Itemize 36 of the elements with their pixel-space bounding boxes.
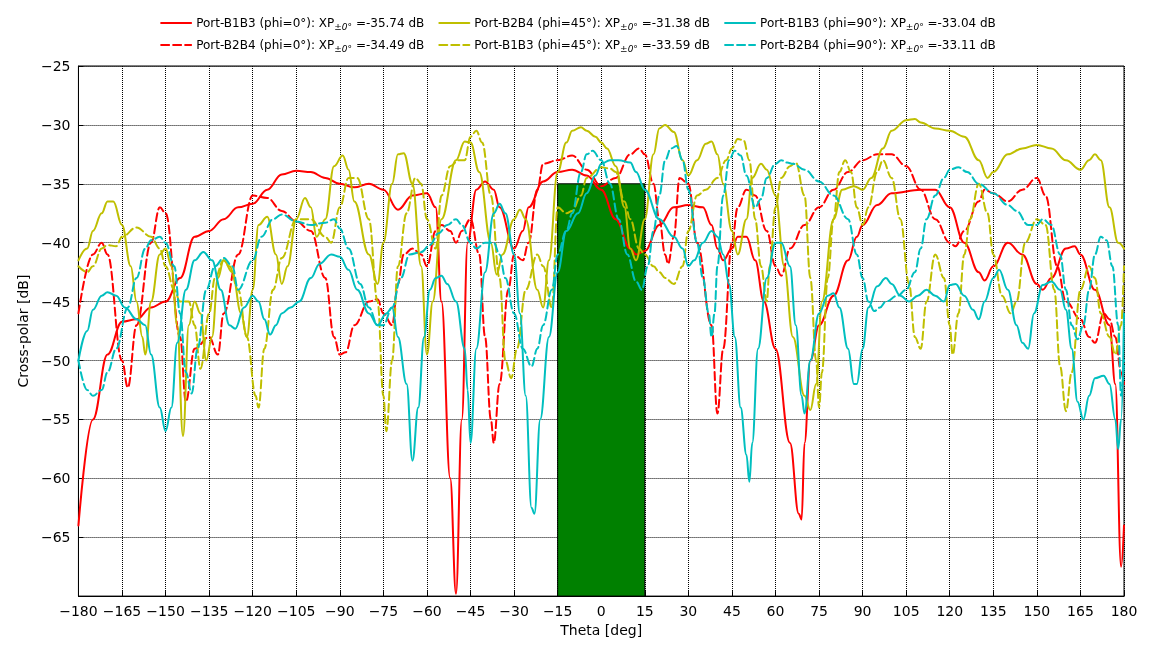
x-tick-label: 0 bbox=[596, 603, 606, 620]
x-tick-label: 90 bbox=[853, 603, 872, 620]
x-tick-label: −165 bbox=[102, 603, 142, 620]
y-tick-label: −55 bbox=[40, 411, 71, 428]
y-tick-label: −65 bbox=[40, 529, 71, 546]
x-tick-label: 15 bbox=[635, 603, 654, 620]
x-tick-label: 135 bbox=[979, 603, 1007, 620]
x-tick-label: 60 bbox=[766, 603, 785, 620]
x-tick-label: −60 bbox=[412, 603, 442, 620]
x-tick-label: −75 bbox=[368, 603, 399, 620]
y-tick-label: −45 bbox=[40, 293, 71, 310]
y-tick-label: −40 bbox=[40, 234, 71, 251]
x-tick-label: −90 bbox=[325, 603, 355, 620]
x-tick-label: −135 bbox=[189, 603, 229, 620]
y-tick-label: −60 bbox=[40, 470, 71, 487]
x-tick-label: −15 bbox=[542, 603, 573, 620]
x-tick-label: 45 bbox=[723, 603, 741, 620]
x-tick-label: −180 bbox=[59, 603, 98, 620]
x-tick-label: 30 bbox=[679, 603, 698, 620]
x-tick-label: −105 bbox=[277, 603, 316, 620]
x-tick-label: 180 bbox=[1110, 603, 1138, 620]
x-tick-label: −30 bbox=[499, 603, 529, 620]
y-tick-label: −25 bbox=[40, 58, 71, 74]
x-tick-label: −45 bbox=[455, 603, 486, 620]
y-tick-label: −30 bbox=[40, 116, 71, 133]
x-tick-label: 150 bbox=[1023, 603, 1051, 620]
y-tick-label: −35 bbox=[40, 175, 71, 192]
x-tick-label: 105 bbox=[892, 603, 920, 620]
x-axis-title: Theta [deg] bbox=[559, 622, 643, 638]
y-axis-title: Cross-polar [dB] bbox=[15, 274, 31, 388]
x-tick-label: −150 bbox=[146, 603, 185, 620]
x-tick-label: −120 bbox=[233, 603, 272, 620]
x-tick-label: 120 bbox=[936, 603, 964, 620]
y-tick-label: −50 bbox=[40, 352, 71, 369]
x-tick-label: 165 bbox=[1067, 603, 1094, 620]
x-tick-label: 75 bbox=[810, 603, 828, 620]
